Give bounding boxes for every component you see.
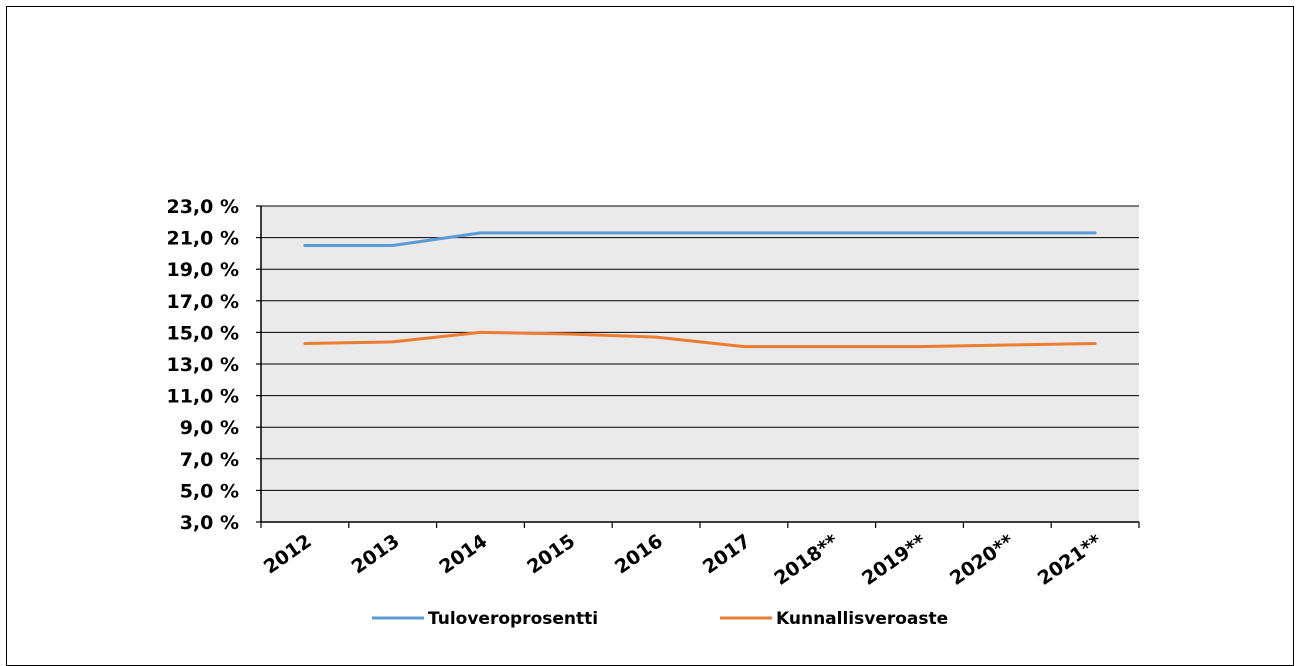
y-tick-label: 19,0 % bbox=[166, 259, 239, 281]
legend: Tuloveroprosentti Kunnallisveroaste bbox=[372, 609, 948, 629]
y-tick-label: 17,0 % bbox=[166, 291, 239, 313]
legend-label: Tuloveroprosentti bbox=[428, 609, 598, 629]
series-lines bbox=[303, 231, 1097, 349]
y-tick-label: 23,0 % bbox=[166, 196, 239, 218]
x-tick-label: 2019** bbox=[858, 530, 930, 590]
series-line bbox=[303, 330, 1097, 349]
y-axis-tick-labels: 3,0 % 5,0 % 7,0 % 9,0 % 11,0 % 13,0 % 15,0 % 17… bbox=[166, 196, 239, 534]
legend-label: Kunnallisveroaste bbox=[776, 609, 948, 629]
y-tick-label: 7,0 % bbox=[180, 449, 239, 471]
y-tick-label: 21,0 % bbox=[166, 228, 239, 250]
x-tick-label: 2013 bbox=[348, 530, 404, 578]
x-tick-label: 2020** bbox=[946, 530, 1018, 590]
series-line bbox=[303, 231, 1097, 247]
x-tick-label: 2016 bbox=[611, 530, 667, 578]
gridlines bbox=[261, 205, 1139, 491]
x-tick-label: 2012 bbox=[260, 530, 316, 578]
x-tick-label: 2018** bbox=[770, 530, 842, 590]
x-tick-label: 2014 bbox=[435, 530, 491, 578]
x-tick-label: 2021** bbox=[1034, 530, 1106, 590]
y-tick-label: 3,0 % bbox=[180, 512, 239, 534]
y-tick-label: 13,0 % bbox=[166, 354, 239, 376]
x-tick-label: 2015 bbox=[523, 530, 579, 578]
axes bbox=[256, 205, 1140, 528]
x-tick-label: 2017 bbox=[699, 530, 755, 578]
y-tick-label: 11,0 % bbox=[166, 386, 239, 408]
y-tick-label: 9,0 % bbox=[180, 417, 239, 439]
y-tick-label: 5,0 % bbox=[180, 480, 239, 502]
y-tick-label: 15,0 % bbox=[166, 322, 239, 344]
x-axis-tick-labels: 2012 2013 2014 2015 2016 2017 2018** 2019** 2020… bbox=[260, 530, 1106, 590]
